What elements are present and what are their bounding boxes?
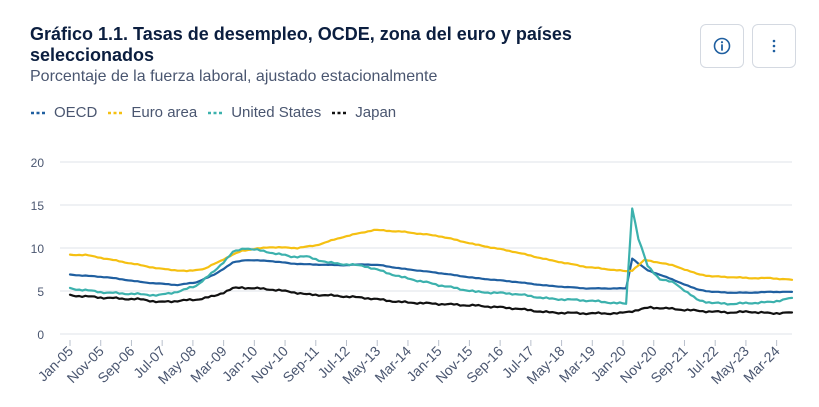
legend-item-united-states[interactable]: United States — [207, 104, 321, 121]
legend-swatch — [208, 111, 225, 114]
chart-subtitle: Porcentaje de la fuerza laboral, ajustad… — [30, 68, 438, 85]
series-line-japan — [68, 286, 794, 316]
info-circle-icon — [713, 37, 731, 55]
vertical-ellipsis-icon — [772, 39, 776, 53]
series-line-united-states — [68, 207, 794, 306]
y-tick-label: 5 — [37, 285, 44, 299]
series-line-oecd — [68, 257, 794, 294]
legend-label: Japan — [355, 104, 397, 121]
y-tick-label: 0 — [37, 328, 44, 342]
legend-item-oecd[interactable]: OECD — [30, 104, 97, 121]
legend-label: United States — [231, 104, 322, 121]
chart-legend: OECD Euro area United States Japan — [30, 104, 406, 121]
legend-label: Euro area — [131, 104, 198, 121]
y-tick-label: 15 — [31, 199, 45, 213]
legend-label: OECD — [54, 104, 98, 121]
more-options-button[interactable] — [752, 24, 796, 68]
legend-swatch — [108, 111, 125, 114]
legend-item-euro-area[interactable]: Euro area — [107, 104, 197, 121]
y-tick-label: 20 — [31, 156, 45, 170]
y-tick-label: 10 — [31, 242, 45, 256]
info-button[interactable] — [700, 24, 744, 68]
legend-item-japan[interactable]: Japan — [331, 104, 396, 121]
legend-swatch — [31, 111, 47, 114]
legend-swatch — [332, 111, 349, 114]
series-line-euro-area — [68, 228, 794, 281]
chart-title: Gráfico 1.1. Tasas de desempleo, OCDE, z… — [30, 24, 572, 65]
